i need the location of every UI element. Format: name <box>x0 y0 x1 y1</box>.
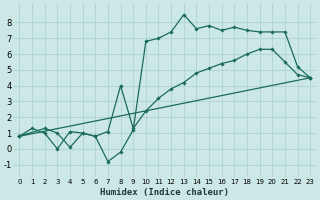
X-axis label: Humidex (Indice chaleur): Humidex (Indice chaleur) <box>100 188 229 197</box>
